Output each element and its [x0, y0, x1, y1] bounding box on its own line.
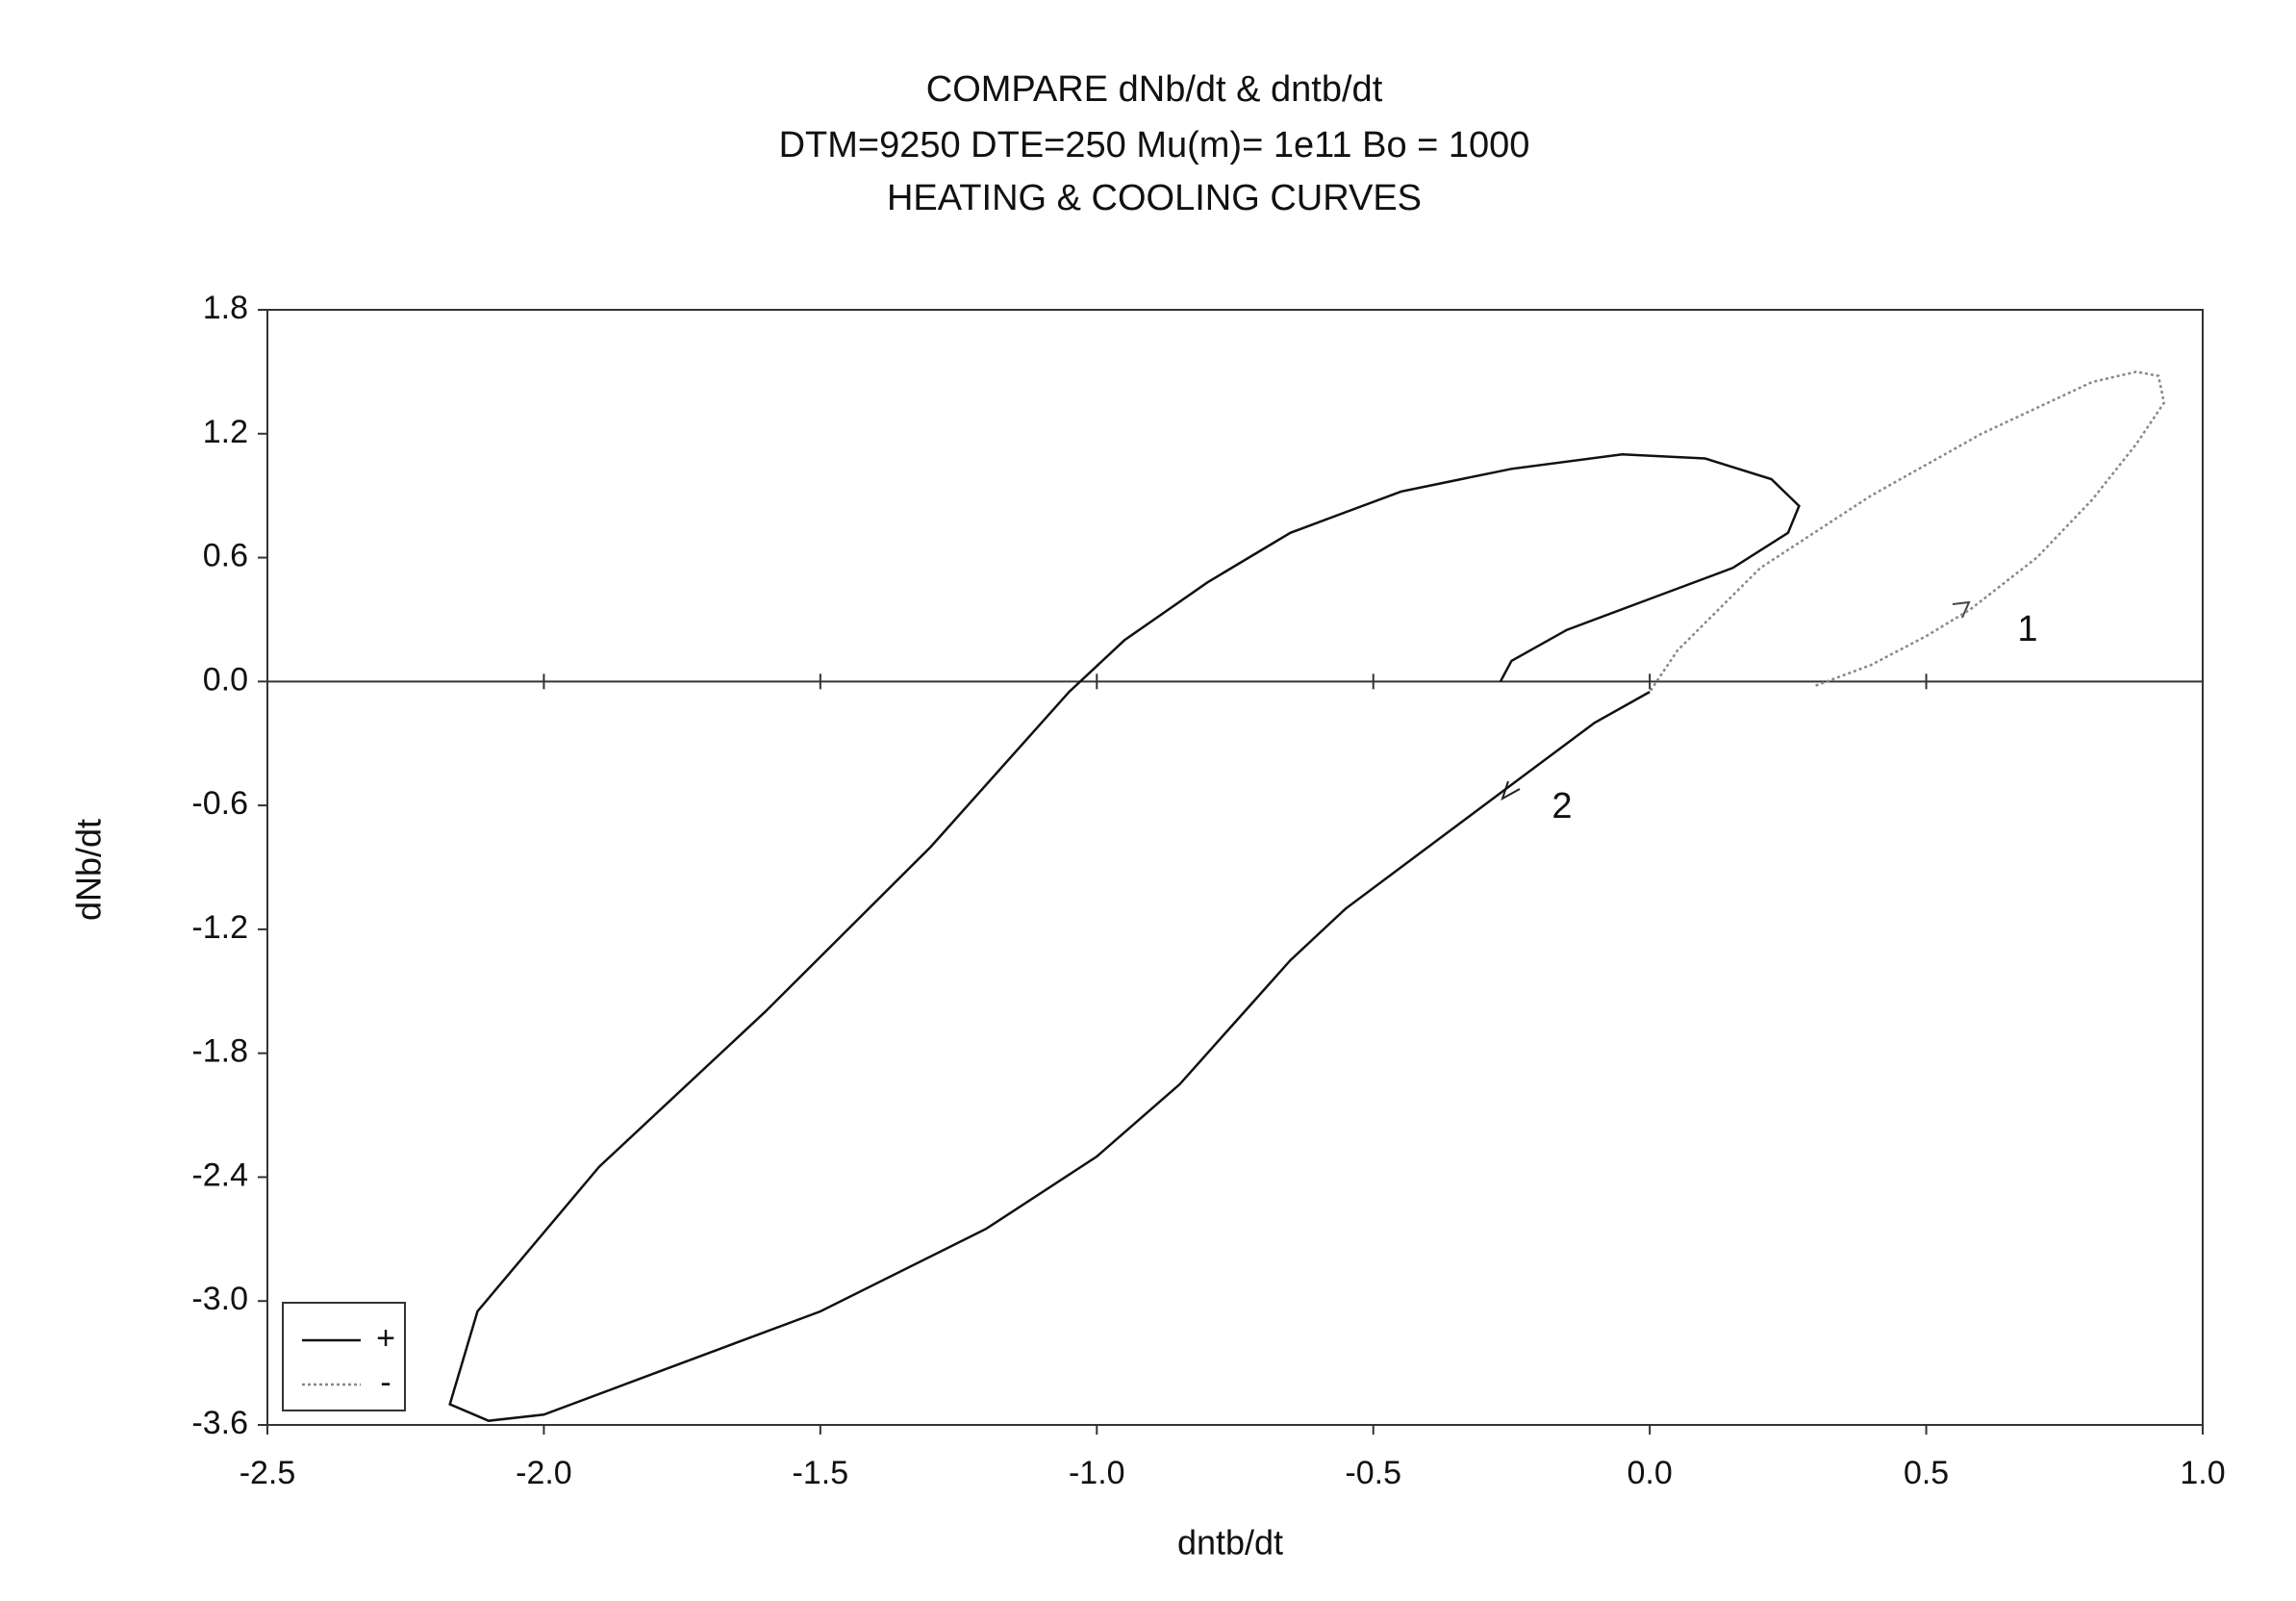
chart-title: COMPARE dNb/dt & dntb/dt [926, 69, 1383, 110]
y-tick-label: -1.8 [191, 1033, 248, 1070]
x-tick-label: 0.5 [1904, 1455, 1949, 1491]
legend-label: + [376, 1320, 395, 1357]
y-tick-label: -1.2 [191, 909, 248, 946]
chart-subtitle: DTM=9250 DTE=250 Mu(m)= 1e11 Bo = 1000 [779, 125, 1530, 165]
y-tick-label: 1.8 [203, 290, 248, 326]
legend-box [282, 1302, 406, 1411]
x-tick-label: -1.5 [793, 1455, 849, 1491]
x-tick-label: 0.0 [1627, 1455, 1673, 1491]
annotation: 2 [1552, 786, 1572, 826]
y-tick-label: -3.6 [191, 1405, 248, 1441]
y-tick-label: -0.6 [191, 785, 248, 822]
y-axis-label: dNb/dt [69, 819, 109, 921]
y-tick-label: -3.0 [191, 1281, 248, 1317]
x-tick-label: -2.5 [240, 1455, 296, 1491]
chart-subtitle: HEATING & COOLING CURVES [887, 178, 1422, 218]
legend-label: - [380, 1364, 391, 1401]
y-tick-label: -2.4 [191, 1156, 248, 1193]
arrow-head [1501, 780, 1521, 801]
y-tick-label: 1.2 [203, 414, 248, 450]
x-tick-label: -0.5 [1345, 1455, 1401, 1491]
x-tick-label: -2.0 [516, 1455, 572, 1491]
x-tick-label: -1.0 [1069, 1455, 1125, 1491]
x-tick-label: 1.0 [2180, 1455, 2225, 1491]
x-axis-label: dntb/dt [1177, 1523, 1283, 1563]
annotation: 1 [2017, 609, 2037, 649]
plot-frame [266, 309, 2204, 1426]
y-tick-label: 0.6 [203, 538, 248, 574]
arrow-head [1952, 600, 1971, 619]
y-tick-label: 0.0 [203, 661, 248, 698]
series-line [448, 452, 1801, 1422]
series-line [1649, 370, 2166, 693]
